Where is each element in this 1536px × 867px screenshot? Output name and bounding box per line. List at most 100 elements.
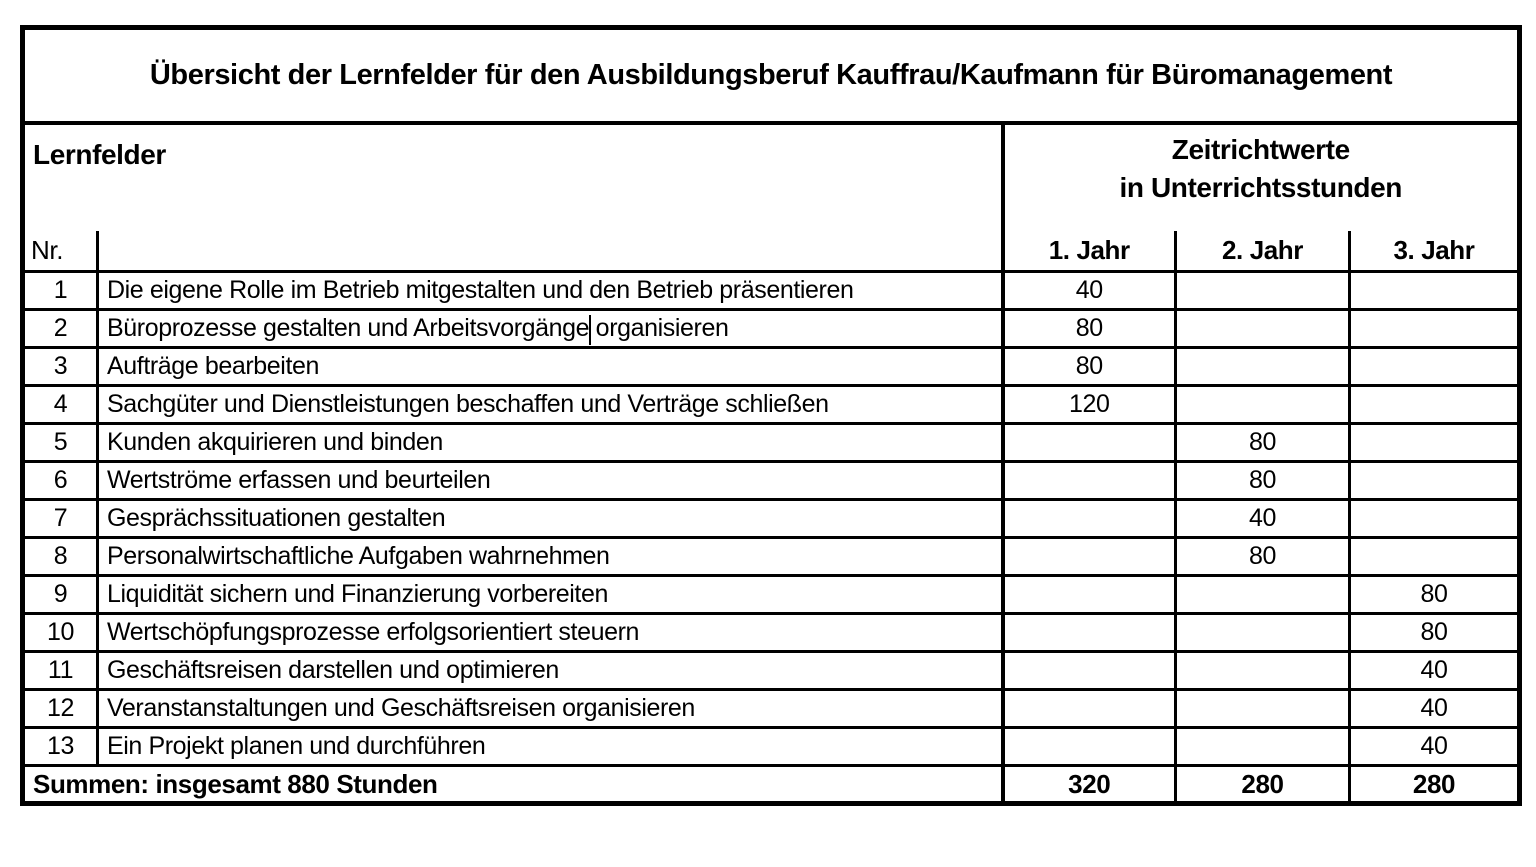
hours-year1	[1002, 612, 1176, 653]
lernfeld-label-text: Liquidität sichern und Finanzierung vorb…	[107, 580, 608, 608]
table-row: 6 Wertströme erfassen und beurteilen 80	[22, 460, 1520, 501]
hours-year3-text: 80	[1420, 580, 1448, 608]
row-number: 10	[22, 612, 99, 653]
header-empty-cell	[97, 231, 1005, 273]
lernfeld-label-text: Ein Projekt planen und durchführen	[107, 732, 486, 760]
hours-year3-text: 40	[1420, 694, 1448, 722]
row-number-text: 5	[53, 428, 68, 456]
row-number-text: 7	[53, 504, 68, 532]
sum-year3: 280	[1347, 764, 1520, 805]
hours-year2	[1174, 270, 1350, 311]
table-row: 5 Kunden akquirieren und binden 80	[22, 422, 1520, 463]
hours-year1	[1002, 498, 1176, 539]
hours-year3: 80	[1347, 574, 1520, 615]
hours-year3	[1347, 498, 1520, 539]
hours-year2	[1174, 384, 1350, 425]
row-number-text: 11	[47, 656, 74, 684]
lernfeld-label-text: Personalwirtschaftliche Aufgaben wahrneh…	[107, 542, 610, 570]
row-number-text: 6	[53, 466, 68, 494]
hours-year3	[1347, 460, 1520, 501]
row-number-text: 3	[53, 352, 68, 380]
row-number: 5	[22, 422, 99, 463]
table-row: 4 Sachgüter und Dienstleistungen beschaff…	[22, 384, 1520, 425]
row-number: 6	[22, 460, 99, 501]
hours-year2-text: 80	[1248, 428, 1276, 456]
lernfeld-label: Personalwirtschaftliche Aufgaben wahrneh…	[97, 536, 1005, 577]
table-row: 3 Aufträge bearbeiten 80	[22, 346, 1520, 387]
row-number: 8	[22, 536, 99, 577]
row-number: 11	[22, 650, 99, 691]
lernfeld-label: Sachgüter und Dienstleistungen beschaffe…	[97, 384, 1005, 425]
row-number: 3	[22, 346, 99, 387]
hours-year3: 40	[1347, 688, 1520, 729]
table-row: 10 Wertschöpfungsprozesse erfolgsorientie…	[22, 612, 1520, 653]
table-row: 7 Gesprächssituationen gestalten 40	[22, 498, 1520, 539]
lernfeld-label-text: Gesprächssituationen gestalten	[107, 504, 446, 532]
hours-year3	[1347, 536, 1520, 577]
lernfelder-overview: Übersicht der Lernfelder für den Ausbild…	[20, 25, 1523, 806]
lernfeld-label: Aufträge bearbeiten	[97, 346, 1005, 387]
row-number: 13	[22, 726, 99, 767]
hours-year3: 80	[1347, 612, 1520, 653]
hours-year3	[1347, 270, 1520, 311]
hours-year2-text: 80	[1248, 542, 1276, 570]
row-number: 7	[22, 498, 99, 539]
lernfeld-label: Die eigene Rolle im Betrieb mitgestalten…	[97, 270, 1005, 311]
hours-year1: 80	[1002, 346, 1176, 387]
lernfeld-label-text: Die eigene Rolle im Betrieb mitgestalten…	[107, 276, 854, 304]
hours-year3: 40	[1347, 650, 1520, 691]
hours-year2	[1174, 308, 1350, 349]
sum-row: Summen: insgesamt 880 Stunden 320 280 28…	[22, 764, 1520, 805]
row-number-text: 10	[46, 618, 74, 646]
hours-year3	[1347, 308, 1520, 349]
hours-year1	[1002, 536, 1176, 577]
lernfeld-label: Veranstanstaltungen und Geschäftsreisen …	[97, 688, 1005, 729]
lernfeld-label-text: Wertschöpfungsprozesse erfolgsorientiert…	[107, 618, 640, 646]
hours-year2	[1174, 346, 1350, 387]
hours-year1-text: 80	[1075, 314, 1103, 342]
hours-year2: 80	[1174, 536, 1350, 577]
lernfeld-label-text: Veranstanstaltungen und Geschäftsreisen …	[107, 694, 695, 722]
hours-year3-text: 80	[1420, 618, 1448, 646]
hours-year1	[1002, 422, 1176, 463]
zeitrichtwerte-line2: in Unterrichtsstunden	[1119, 172, 1403, 203]
column-header-year2: 2. Jahr	[1174, 231, 1350, 273]
hours-year1	[1002, 688, 1176, 729]
column-header-lernfelder: Lernfelder	[22, 121, 1005, 231]
hours-year1	[1002, 574, 1176, 615]
lernfelder-table: Übersicht der Lernfelder für den Ausbild…	[20, 25, 1523, 806]
hours-year1	[1002, 460, 1176, 501]
hours-year2	[1174, 726, 1350, 767]
page-title: Übersicht der Lernfelder für den Ausbild…	[22, 26, 1520, 125]
column-header-zeitrichtwerte: Zeitrichtwerte in Unterrichtsstunden	[1002, 121, 1520, 231]
lernfeld-label: Wertströme erfassen und beurteilen	[97, 460, 1005, 501]
lernfeld-label-text: Wertströme erfassen und beurteilen	[107, 466, 491, 494]
hours-year3: 40	[1347, 726, 1520, 767]
hours-year2	[1174, 650, 1350, 691]
lernfeld-label-text: Kunden akquirieren und binden	[107, 428, 443, 456]
zeitrichtwerte-line1: Zeitrichtwerte	[1171, 134, 1350, 165]
hours-year1	[1002, 726, 1176, 767]
sum-label: Summen: insgesamt 880 Stunden	[22, 764, 1005, 805]
hours-year1	[1002, 650, 1176, 691]
hours-year2: 80	[1174, 460, 1350, 501]
row-number: 9	[22, 574, 99, 615]
hours-year1: 40	[1002, 270, 1176, 311]
header-lower-row: Nr. 1. Jahr 2. Jahr 3. Jahr	[22, 231, 1520, 273]
row-number: 4	[22, 384, 99, 425]
hours-year2-text: 40	[1248, 504, 1276, 532]
lernfeld-label: Geschäftsreisen darstellen und optimiere…	[97, 650, 1005, 691]
hours-year2	[1174, 574, 1350, 615]
title-row: Übersicht der Lernfelder für den Ausbild…	[22, 26, 1520, 125]
table-row: 9 Liquidität sichern und Finanzierung vor…	[22, 574, 1520, 615]
lernfeld-label: Ein Projekt planen und durchführen	[97, 726, 1005, 767]
hours-year1-text: 120	[1068, 390, 1110, 418]
hours-year2: 80	[1174, 422, 1350, 463]
table-row: 1 Die eigene Rolle im Betrieb mitgestalte…	[22, 270, 1520, 311]
row-number-text: 4	[53, 390, 68, 418]
table-row: 8 Personalwirtschaftliche Aufgaben wahrne…	[22, 536, 1520, 577]
row-number: 1	[22, 270, 99, 311]
lernfeld-label-text: Sachgüter und Dienstleistungen beschaffe…	[107, 390, 829, 418]
hours-year1: 80	[1002, 308, 1176, 349]
hours-year2	[1174, 688, 1350, 729]
